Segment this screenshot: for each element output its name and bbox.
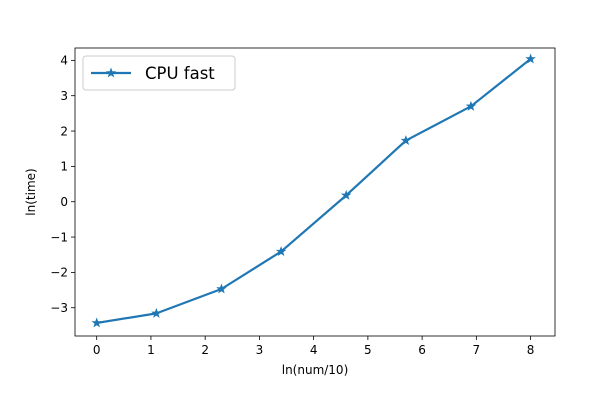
x-tick-label: 5 [364,343,372,357]
legend-box [82,55,236,91]
x-tick-label: 2 [201,343,209,357]
axes-frame [74,47,556,337]
y-tick-label: 0 [60,195,68,209]
x-axis-label: ln(num/10) [282,363,349,377]
y-tick-label: 1 [60,160,68,174]
y-tick-label: 3 [60,89,68,103]
y-tick-label: 2 [60,124,68,138]
series-line-cpu-fast [95,57,533,325]
x-tick-label: 7 [473,343,481,357]
data-point-marker [465,100,477,111]
legend-label-cpu-fast: CPU fast [145,64,215,83]
y-tick-label: −3 [50,301,68,315]
y-axis-label: ln(time) [24,168,38,215]
y-tick-label: −1 [50,230,68,244]
data-point-marker [400,135,412,146]
x-tick-label: 8 [527,343,535,357]
data-point-marker [275,246,287,256]
series-layer [91,53,536,328]
y-tick-label: 4 [60,54,68,68]
data-point-marker [91,317,102,328]
x-axis-ticks: 0 1 2 3 4 5 6 7 8 [93,336,535,357]
data-point-marker [340,189,352,200]
legend: CPU fast [82,55,236,91]
data-point-marker [216,283,227,294]
data-point-marker [151,307,162,318]
x-tick-label: 6 [418,343,426,357]
x-tick-label: 4 [310,343,318,357]
x-tick-label: 0 [93,343,101,357]
y-tick-label: −2 [50,266,68,280]
x-tick-label: 1 [147,343,155,357]
x-tick-label: 3 [256,343,264,357]
legend-marker-icon [105,67,117,78]
data-point-marker [525,53,536,64]
y-axis-ticks: −3 −2 −1 0 1 2 3 4 [50,54,75,315]
